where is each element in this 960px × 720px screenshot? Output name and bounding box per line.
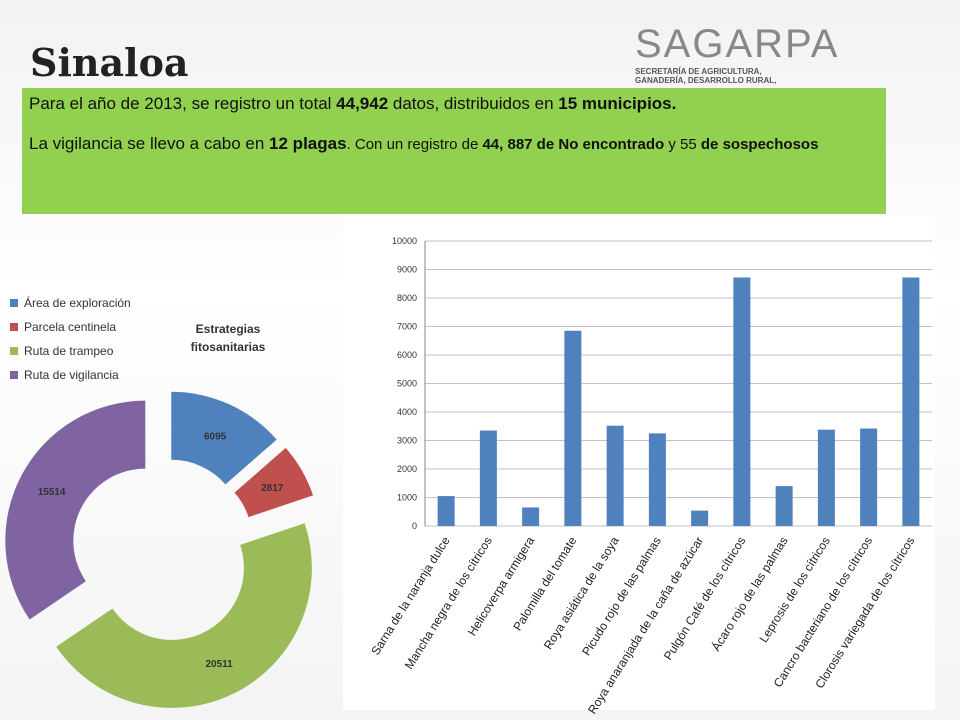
y-tick-label: 0 xyxy=(412,521,417,531)
y-tick-label: 4000 xyxy=(397,407,417,417)
chart-title: Estrategias fitosanitarias xyxy=(191,322,266,354)
y-tick-label: 5000 xyxy=(397,379,417,389)
legend-swatch xyxy=(10,347,18,355)
legend-label: Ruta de vigilancia xyxy=(24,368,119,382)
y-tick-label: 3000 xyxy=(397,436,417,446)
text-run: Para el año de 2013, se registro un tota… xyxy=(29,94,337,113)
logo-name: SAGARPA xyxy=(635,22,840,66)
y-tick-label: 8000 xyxy=(397,293,417,303)
legend-label: Parcela centinela xyxy=(24,320,116,334)
x-tick-label: Picudo rojo de las palmas xyxy=(579,534,664,658)
y-tick-label: 7000 xyxy=(397,322,417,332)
x-tick-label: Pulgón Café de los cítricos xyxy=(661,534,749,662)
bar xyxy=(860,428,878,526)
doughnut-segment xyxy=(5,400,146,620)
text-run: 44, 887 de No encontrado xyxy=(482,136,665,153)
data-label: 6095 xyxy=(204,431,227,442)
doughnut-segment xyxy=(56,523,312,708)
text-run: 15 municipios. xyxy=(558,94,677,113)
text-run: y 55 xyxy=(664,136,701,153)
legend-swatch xyxy=(10,371,18,379)
bar xyxy=(775,486,793,526)
legend-label: Ruta de trampeo xyxy=(24,344,114,358)
y-tick-label: 1000 xyxy=(397,493,417,503)
bar xyxy=(479,430,497,526)
text-run: de sospechosos xyxy=(700,136,819,153)
text-run: datos, distribuidos en xyxy=(388,94,559,113)
bar xyxy=(522,507,540,526)
bar xyxy=(437,496,455,526)
logo: SAGARPA SECRETARÍA DE AGRICULTURA, GANAD… xyxy=(635,22,839,85)
text-run: 12 plagas xyxy=(269,134,347,153)
text-run: . Con un registro de xyxy=(346,136,483,153)
summary-box: Para el año de 2013, se registro un tota… xyxy=(22,88,886,214)
x-tick-label: Roya asiática de la soya xyxy=(541,534,622,652)
chart-panel xyxy=(343,215,935,710)
doughnut-segment xyxy=(171,391,277,485)
bar xyxy=(691,510,709,526)
paragraph: Para el año de 2013, se registro un tota… xyxy=(29,92,879,115)
y-tick-label: 9000 xyxy=(397,265,417,275)
data-label: 2817 xyxy=(261,483,284,494)
logo-line: SECRETARÍA DE AGRICULTURA, xyxy=(635,67,762,76)
paragraph: La vigilancia se llevo a cabo en 12 plag… xyxy=(29,132,879,156)
bar xyxy=(733,277,751,526)
legend-label: Área de exploración xyxy=(24,295,131,310)
text-run: 44,942 xyxy=(336,94,389,113)
data-label: 15514 xyxy=(38,487,66,498)
bar xyxy=(902,277,920,526)
text-run: La vigilancia se llevo a cabo en xyxy=(29,134,270,153)
legend-swatch xyxy=(10,323,18,331)
logo-line: GANADERÍA, DESARROLLO RURAL, xyxy=(635,76,777,85)
data-label: 20511 xyxy=(205,659,233,670)
x-tick-label: Mancha negra de los cítricos xyxy=(402,534,495,672)
bar xyxy=(564,330,582,526)
y-tick-label: 6000 xyxy=(397,350,417,360)
bar xyxy=(648,433,666,526)
x-tick-label: Ácaro rojo de las palmas xyxy=(708,534,791,654)
bar xyxy=(817,429,835,526)
y-tick-label: 10000 xyxy=(392,236,417,246)
x-tick-label: Sarna de la naranja dulce xyxy=(368,534,453,658)
legend-swatch xyxy=(10,299,18,307)
bar xyxy=(606,425,624,526)
doughnut-segment xyxy=(234,447,314,518)
y-tick-label: 2000 xyxy=(397,464,417,474)
slide-title: Sinaloa xyxy=(30,40,189,85)
